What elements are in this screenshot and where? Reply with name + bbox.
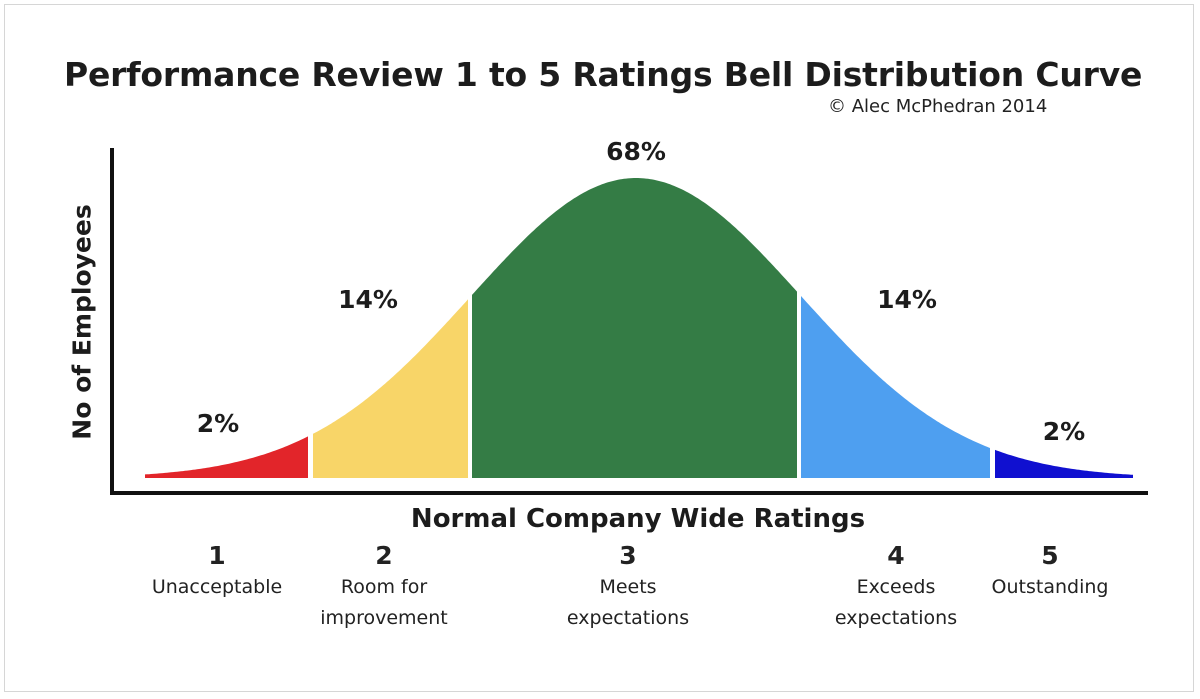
percent-label-1: 2% <box>197 409 239 438</box>
chart-title: Performance Review 1 to 5 Ratings Bell D… <box>64 55 1143 94</box>
percent-label-5: 2% <box>1043 417 1085 446</box>
category-description: Room for improvement <box>320 576 448 629</box>
percent-label-3: 68% <box>606 137 666 166</box>
category-rating: 2 <box>375 541 393 570</box>
percent-label-2: 14% <box>338 285 398 314</box>
category-rating: 3 <box>619 541 637 570</box>
category-label-4: 4 Exceeds expectations <box>835 540 957 634</box>
category-label-3: 3 Meets expectations <box>567 540 689 634</box>
category-label-5: 5 Outstanding <box>992 540 1109 603</box>
category-label-2: 2 Room for improvement <box>320 540 448 634</box>
category-description: Exceeds expectations <box>834 576 958 629</box>
category-label-1: 1 Unacceptable <box>152 540 282 603</box>
category-description: Meets expectations <box>566 576 690 629</box>
region-outstanding <box>995 449 1133 478</box>
region-meets-expectations <box>472 178 797 478</box>
region-room-for-improvement <box>313 299 468 478</box>
chart-axes <box>110 148 1148 495</box>
category-rating: 1 <box>208 541 226 570</box>
x-axis-label: Normal Company Wide Ratings <box>410 504 866 534</box>
percent-label-4: 14% <box>877 285 937 314</box>
region-unacceptable <box>145 436 308 478</box>
chart-regions <box>145 178 1133 478</box>
category-rating: 4 <box>887 541 905 570</box>
category-description: Unacceptable <box>151 576 283 598</box>
percent-labels: 2% 14% 68% 14% 2% <box>197 137 1085 446</box>
category-rating: 5 <box>1041 541 1059 570</box>
category-description: Outstanding <box>991 576 1109 598</box>
region-exceeds-expectations <box>801 296 990 478</box>
chart-copyright: © Alec McPhedran 2014 <box>828 96 1048 117</box>
